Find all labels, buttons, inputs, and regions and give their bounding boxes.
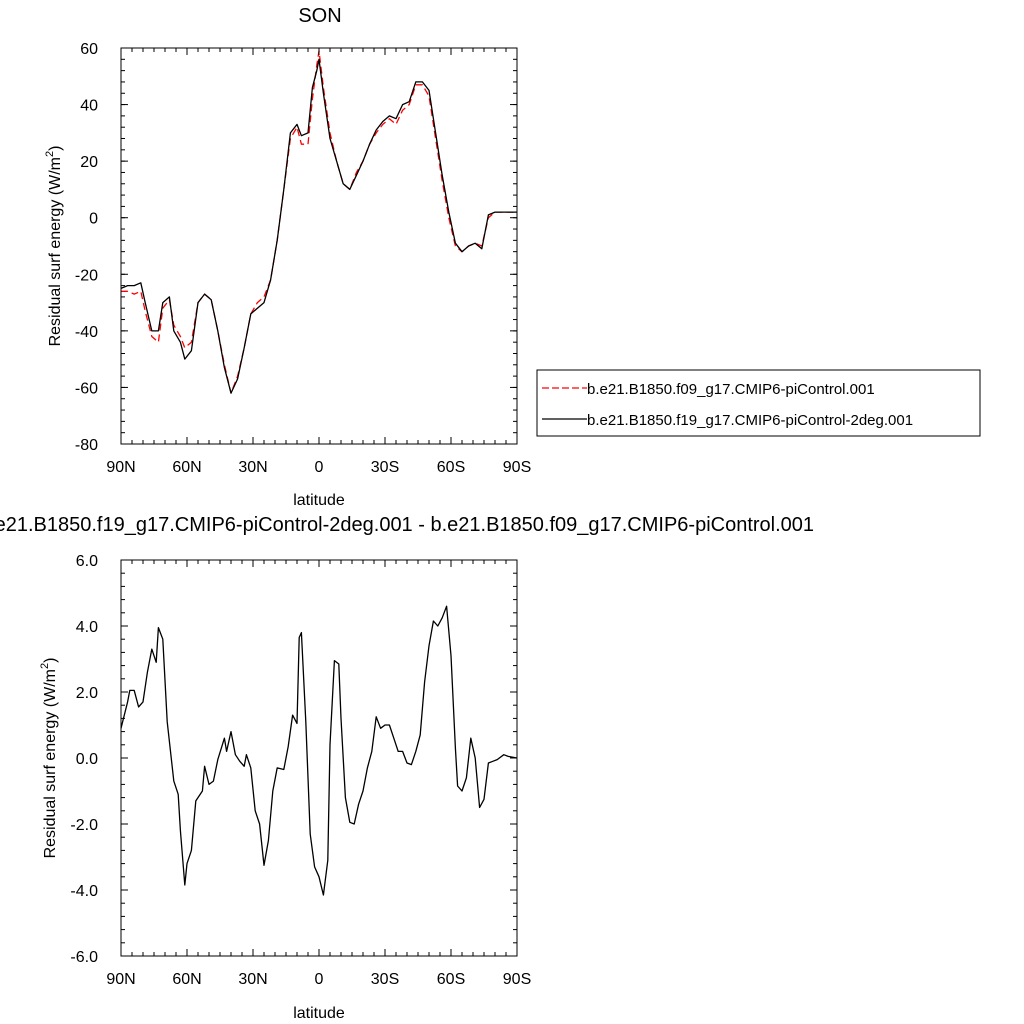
top-x-tick-label: 30N (238, 459, 267, 476)
bottom-y-tick-label: -4.0 (70, 883, 98, 900)
bottom-x-tick-label: 30S (371, 971, 399, 988)
top-x-tick-label: 90N (106, 459, 135, 476)
bottom-y-tick-label: 6.0 (76, 553, 98, 570)
legend: b.e21.B1850.f09_g17.CMIP6-piControl.001 … (536, 369, 981, 437)
top-y-tick-label: -40 (75, 324, 98, 341)
bottom-y-axis-label: Residual surf energy (W/m2) (39, 658, 59, 859)
legend-label-1: b.e21.B1850.f09_g17.CMIP6-piControl.001 (587, 381, 875, 398)
top-plot-area (120, 50, 517, 394)
top-chart-title: SON (298, 5, 341, 27)
bottom-x-tick-label: 0 (315, 971, 324, 988)
bottom-plot-area (120, 605, 518, 896)
top-y-axis-label: Residual surf energy (W/m2) (44, 146, 64, 347)
top-x-tick-label: 60N (172, 459, 201, 476)
bottom-x-tick-label: 90S (503, 971, 531, 988)
top-y-tick-label: 40 (80, 98, 98, 115)
bottom-x-tick-label: 30N (238, 971, 267, 988)
bottom-y-tick-label: 0.0 (76, 751, 98, 768)
bottom-x-tick-label: 60N (172, 971, 201, 988)
top-series-line-1 (121, 50, 517, 394)
bottom-x-axis-label: latitude (293, 1005, 345, 1022)
bottom-y-tick-label: 4.0 (76, 619, 98, 636)
top-axis-ticks: 90N 60N 30N 0 30S 60S 90S 60 40 20 0 -20 -40 -60 -80 (75, 41, 531, 476)
bottom-y-tick-label: -2.0 (70, 817, 98, 834)
top-x-tick-label: 0 (315, 459, 324, 476)
bottom-y-axis-label-close: ) (42, 658, 59, 663)
bottom-x-tick-label: 90N (106, 971, 135, 988)
top-y-axis-label-close: ) (47, 146, 64, 151)
top-y-tick-label: 60 (80, 41, 98, 58)
top-x-tick-label: 30S (371, 459, 399, 476)
top-y-tick-label: -20 (75, 267, 98, 284)
top-chart: SON 90N 60N 30N 0 30S 60S 90S 60 40 20 0 -20 -40 -60 -… (44, 5, 981, 509)
bottom-x-tick-label: 60S (437, 971, 465, 988)
bottom-y-axis-label-superscript: 2 (39, 663, 51, 669)
top-series-line-2 (120, 58, 517, 394)
bottom-chart-title: b.e21.B1850.f19_g17.CMIP6-piControl-2deg… (0, 514, 814, 536)
top-x-tick-label: 60S (437, 459, 465, 476)
top-y-axis-label-superscript: 2 (44, 151, 56, 157)
bottom-y-tick-label: 2.0 (76, 685, 98, 702)
top-y-tick-label: -60 (75, 380, 98, 397)
bottom-chart: b.e21.B1850.f19_g17.CMIP6-piControl-2deg… (0, 514, 814, 1022)
legend-label-2: b.e21.B1850.f19_g17.CMIP6-piControl-2deg… (587, 412, 913, 429)
top-x-axis-label: latitude (293, 492, 345, 509)
bottom-y-axis-label-main: Residual surf energy (W/m (42, 669, 59, 858)
top-y-tick-label: 20 (80, 154, 98, 171)
top-y-tick-label: -80 (75, 437, 98, 454)
legend-box (536, 369, 981, 437)
bottom-y-tick-label: -6.0 (70, 949, 98, 966)
top-y-tick-label: 0 (89, 211, 98, 228)
bottom-axis-ticks: 90N 60N 30N 0 30S 60S 90S 6.0 4.0 2.0 0.0 -2.0 -4.0 -… (70, 553, 531, 988)
bottom-series-line-1 (120, 605, 518, 896)
top-y-axis-label-main: Residual surf energy (W/m (47, 157, 64, 346)
top-x-tick-label: 90S (503, 459, 531, 476)
